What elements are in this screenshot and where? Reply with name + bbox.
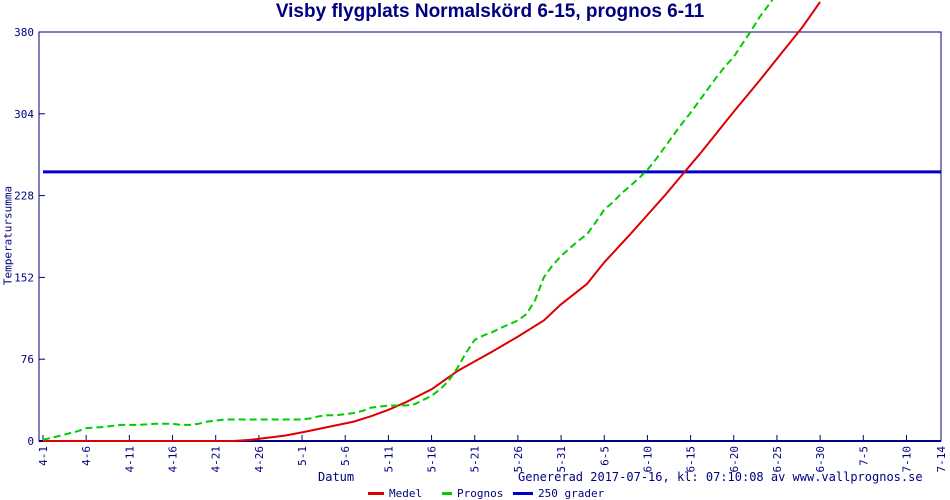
x-tick-label: 6-15 — [685, 446, 698, 473]
x-tick-label: 4-21 — [210, 446, 223, 473]
x-tick-label: 5-26 — [512, 446, 525, 473]
threshold-line-swatch — [513, 492, 533, 495]
chart-title: Visby flygplats Normalskörd 6-15, progno… — [275, 1, 705, 22]
y-tick-label: 228 — [14, 190, 34, 203]
plot-frame — [38, 31, 942, 442]
x-tick-label: 7-14 — [935, 446, 948, 473]
x-axis-label: Datum — [318, 470, 355, 484]
x-tick-label: 7-5 — [857, 446, 870, 466]
x-tick-label: 4-11 — [123, 446, 136, 473]
x-tick-label: 6-5 — [598, 446, 611, 466]
legend-item-medel: Medel — [368, 487, 422, 500]
prognos-line-swatch — [442, 492, 452, 495]
legend-label-medel: Medel — [389, 487, 423, 500]
series-medel-line — [43, 1, 821, 442]
x-tick-label: 7-10 — [900, 446, 913, 473]
x-tick-label: 5-11 — [382, 446, 395, 473]
x-tick-label: 6-25 — [771, 446, 784, 473]
x-tick-label: 4-16 — [167, 446, 180, 473]
legend-item-250-grader: 250 grader — [513, 487, 604, 500]
legend-item-prognos: Prognos — [442, 487, 503, 500]
medel-line-swatch — [368, 492, 384, 495]
x-tick-label: 5-6 — [339, 446, 352, 466]
x-tick-label: 6-30 — [814, 446, 827, 473]
y-axis-label: Temperatursumma — [1, 185, 15, 286]
series-prognos-line — [42, 0, 774, 441]
y-tick-label: 152 — [14, 271, 34, 284]
x-tick-label: 5-1 — [296, 446, 309, 466]
y-tick-label: 0 — [27, 435, 34, 448]
legend-label-prognos: Prognos — [457, 487, 504, 500]
x-tick-label: 4-26 — [253, 446, 266, 473]
y-tick-label: 76 — [21, 353, 34, 366]
x-tick-label: 5-31 — [555, 446, 568, 473]
x-tick-label: 6-10 — [641, 446, 654, 473]
legend: Medel Prognos 250 grader — [0, 487, 950, 500]
x-tick-label: 5-21 — [469, 446, 482, 473]
x-tick-label: 4-1 — [37, 446, 50, 466]
legend-label-250-grader: 250 grader — [538, 487, 605, 500]
x-tick-label: 6-20 — [728, 446, 741, 473]
generated-timestamp: Genererad 2017-07-16, kl: 07:10:08 av ww… — [518, 470, 923, 484]
x-tick-label: 4-6 — [80, 446, 93, 466]
y-tick-label: 380 — [14, 26, 34, 39]
y-tick-label: 304 — [14, 108, 34, 121]
x-tick-label: 5-16 — [426, 446, 439, 473]
